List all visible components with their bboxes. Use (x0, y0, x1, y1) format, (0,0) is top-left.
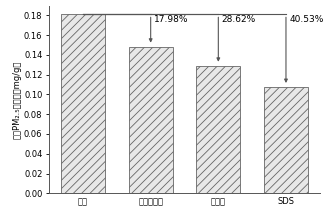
Bar (196, 66, 240, 193)
Text: 28.62%: 28.62% (222, 15, 256, 24)
Bar (129, 47, 173, 193)
Bar (264, 87, 308, 193)
Text: 40.53%: 40.53% (289, 15, 324, 24)
Bar (61, 14, 105, 193)
Text: 17.98%: 17.98% (154, 15, 189, 24)
Y-axis label: 细營PM₂.₅生成量，mg/g營: 细營PM₂.₅生成量，mg/g營 (12, 60, 21, 139)
